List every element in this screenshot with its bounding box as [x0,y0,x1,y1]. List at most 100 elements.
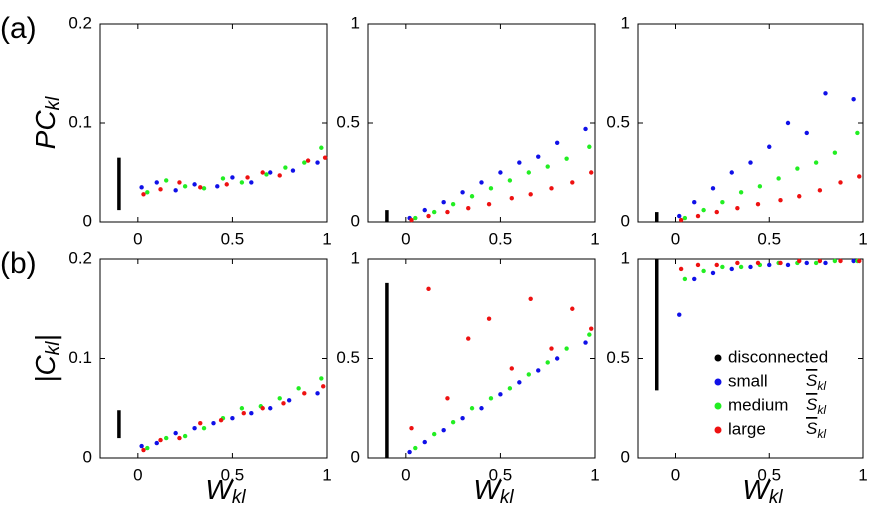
scatter-point [767,144,772,149]
scatter-point [804,260,809,266]
scatter-point [139,443,144,449]
scatter-point [479,180,484,185]
scatter-point [432,209,437,215]
scatter-point [701,207,706,213]
scatter-point [230,175,235,180]
scatter-point [589,326,594,331]
y-axis-label-end: | [30,334,61,341]
scatter-point [507,178,513,183]
scatter-point [682,215,688,221]
x-tick-label: 1 [590,229,599,248]
y-axis-label-sub: kl [43,96,64,111]
scatter-point [260,170,265,175]
scatter-point [813,160,819,165]
scatter-point [154,180,159,185]
scatter-point [804,130,809,136]
scatter-point [545,164,550,169]
scatter-point [215,184,220,189]
x-tick-label: 1 [858,465,867,484]
y-tick-label: 1 [621,13,630,32]
scatter-point [564,156,569,161]
plot-frame [637,23,864,223]
scatter-point [198,185,203,190]
scatter-point [460,416,465,421]
scatter-point [583,126,588,132]
scatter-point [426,286,431,292]
scatter-point [545,360,550,365]
scatter-point [549,346,554,351]
scatter-point [720,200,725,205]
scatter-point [211,420,216,426]
scatter-point [767,262,772,268]
scatter-point [479,406,484,411]
scatter-point [554,140,560,145]
panel-label: (b) [0,247,37,280]
x-axis-label-sub: kl [232,487,247,508]
x-tick-label: 0 [671,229,680,248]
scatter-point [277,173,282,178]
scatter-point [218,417,224,423]
scatter-point [589,170,594,175]
x-axis-label-main: W [742,474,771,505]
scatter-point [695,262,701,268]
scatter-point [710,270,716,276]
x-axis-label: Wkl [205,474,246,508]
scatter-point [469,406,475,411]
scatter-point [817,188,823,193]
legend-marker [714,354,722,362]
y-axis-label: |Ckl| [30,334,64,383]
scatter-point [177,435,182,441]
scatter-point [409,217,414,223]
y-tick-label: 0.5 [336,348,360,367]
scatter-point [851,258,856,264]
x-axis-label-main: W [473,474,502,505]
y-axis-label-sub: kl [43,341,64,356]
legend-symbol: Skl [806,395,826,417]
x-tick-label: 1 [322,229,331,248]
scatter-point [145,445,150,451]
y-tick-label: 0 [351,211,360,230]
scatter-point [286,398,292,403]
scatter-point [466,336,471,341]
scatter-point [755,260,761,266]
scatter-point [441,200,446,205]
plot-frame [99,258,328,459]
scatter-point [488,396,494,401]
scatter-point [536,154,541,159]
x-tick-label: 0 [671,465,680,484]
scatter-point [283,165,288,170]
y-tick-label: 0.5 [606,112,630,131]
scatter-point [498,392,503,397]
scatter-point [245,175,250,180]
scatter-point [488,186,494,191]
scatter-point [692,200,697,205]
scatter-point [249,411,254,416]
legend-label: small [728,371,768,390]
scatter-point [797,194,802,199]
y-tick-label: 1 [351,13,360,32]
scatter-point [139,185,144,190]
scatter-point [141,447,146,453]
scatter-point [145,190,150,195]
y-tick-label: 0.1 [68,348,92,367]
scatter-point [738,264,744,270]
x-tick-label: 0.5 [221,465,245,484]
scatter-point [776,176,781,181]
scatter-point [409,425,414,431]
scatter-point [154,440,159,446]
legend-symbol: Skl [806,419,826,441]
scatter-point [302,160,307,165]
scatter-point [407,449,412,455]
scatter-point [450,419,456,425]
scatter-point [678,266,684,272]
y-tick-label: 0.2 [68,248,92,267]
legend-symbol: Skl [806,371,826,393]
scatter-point [748,264,753,270]
scatter-point [695,213,701,219]
legend-symbol-sub: kl [817,379,826,393]
scatter-point [587,332,592,337]
scatter-point [241,411,246,416]
scatter-point [177,180,182,185]
scatter-point [838,180,843,185]
